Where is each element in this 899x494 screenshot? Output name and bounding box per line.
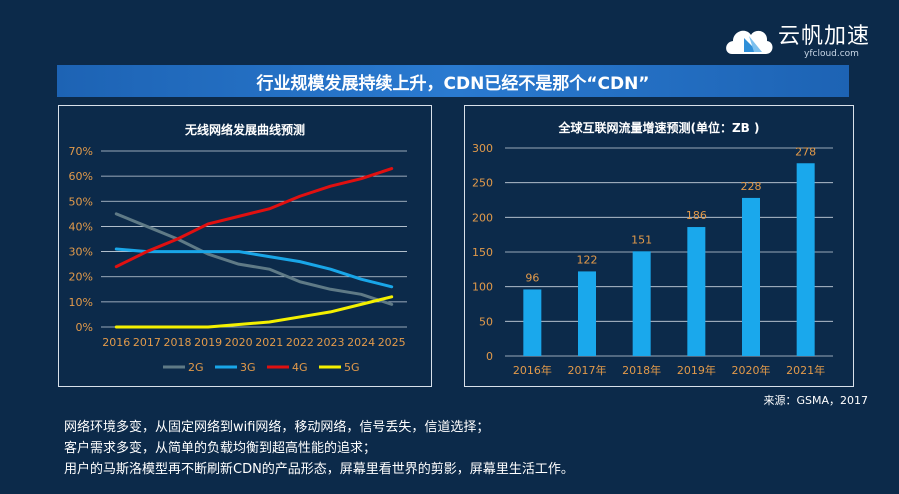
x-tick-label: 2016年 [513,363,552,377]
page-title: 行业规模发展持续上升，CDN已经不是那个“CDN” [256,74,650,94]
y-tick-label: 50 [479,315,493,328]
x-tick-label: 2024 [347,336,375,349]
series-line-3g [114,247,394,289]
y-tick-label: 60% [69,170,93,183]
bar [742,197,760,356]
bar-chart-panel: 全球互联网流量增速预测(单位：ZB ) 0 50 100 150 200 250 300 96 2… [464,105,854,387]
brand-url: yfcloud.com [804,49,859,59]
bar-value-label: 186 [686,209,707,222]
note-line: 客户需求多变，从简单的负载均衡到超高性能的追求； [64,441,377,456]
bar [687,227,706,356]
y-tick-label: 10% [69,296,93,309]
legend-label: 5G [344,361,360,374]
x-tick-label: 2020 [225,336,253,349]
y-tick-label: 70% [69,145,93,158]
bar [523,289,542,356]
bar [632,251,651,356]
note-line: 用户的马斯洛模型再不断刷新CDN的产品形态，屏幕里看世界的剪影，屏幕里生活工作。 [64,462,574,477]
x-tick-label: 2023 [317,336,345,349]
x-tick-label: 2021年 [786,363,825,377]
series-line-5g [114,295,394,329]
bar-chart: 全球互联网流量增速预测(单位：ZB ) 0 50 100 150 200 250 300 96 2… [472,120,833,377]
y-tick-label: 200 [472,211,493,224]
y-tick-label: 0 [486,350,493,363]
y-tick-label: 250 [472,177,493,190]
x-tick-label: 2025 [378,336,406,349]
y-tick-label: 0% [76,321,93,334]
bar-value-label: 151 [631,233,652,246]
y-tick-label: 50% [69,195,93,208]
y-tick-label: 30% [69,246,93,259]
note-line: 网络环境多变，从固定网络到wifi网络，移动网络，信号丢失，信道选择； [64,420,490,435]
x-tick-label: 2021 [255,336,283,349]
x-tick-label: 2022 [286,336,314,349]
legend-label: 2G [188,361,204,374]
x-tick-label: 2019年 [677,363,716,377]
brand-name: 云帆加速 [778,24,871,49]
x-tick-label: 2017 [133,336,161,349]
x-tick-label: 2018年 [622,363,661,377]
bar-value-label: 228 [741,180,762,193]
x-tick-label: 2018 [164,336,192,349]
chart-title: 全球互联网流量增速预测(单位：ZB ) [558,120,760,135]
chart-title: 无线网络发展曲线预测 [184,122,305,137]
y-tick-label: 20% [69,271,93,284]
source-note: 来源：GSMA，2017 [763,394,868,407]
brand-logo: 云帆加速 yfcloud.com [722,16,882,64]
x-tick-label: 2020年 [732,363,771,377]
series-line-2g [114,212,394,306]
bar-value-label: 122 [577,253,598,266]
y-tick-label: 40% [69,220,93,233]
x-tick-label: 2019 [194,336,222,349]
cloud-icon [726,30,773,54]
line-chart-panel: 无线网络发展曲线预测 0% 10% 20% 30% 40% 50% 60% 70% 2016 201… [58,105,432,387]
legend-label: 3G [240,361,256,374]
x-tick-label: 2016 [102,336,130,349]
series-line-4g [114,167,394,269]
bar [578,271,596,356]
y-tick-label: 150 [472,246,493,259]
bar-value-label: 278 [795,145,816,158]
notes: 网络环境多变，从固定网络到wifi网络，移动网络，信号丢失，信道选择； 客户需求… [64,417,574,480]
y-tick-label: 300 [472,142,493,155]
x-tick-label: 2017年 [568,363,607,377]
legend-label: 4G [292,361,308,374]
bar-value-label: 96 [525,271,539,284]
y-tick-label: 100 [472,281,493,294]
bar [796,163,815,356]
title-banner: 行业规模发展持续上升，CDN已经不是那个“CDN” [57,65,849,97]
